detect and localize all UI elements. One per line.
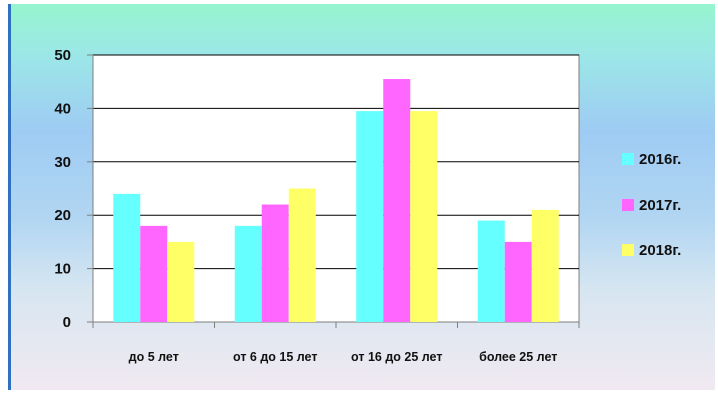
bar-2-3: [383, 79, 411, 322]
y-tick-label: 50: [54, 47, 71, 64]
legend-label-3: 2018г.: [639, 242, 681, 259]
bar-chart: 0 10 20 30 40 50 до 5 лет от 6 до 15 лет от 16 д…: [54, 47, 681, 364]
bar-3-4: [531, 209, 559, 322]
category-label: от 6 до 15 лет: [233, 350, 317, 364]
y-tick-label: 30: [54, 154, 71, 171]
bar-2-1: [140, 225, 168, 322]
category-label: до 5 лет: [129, 350, 179, 364]
bar-2-4: [504, 241, 532, 322]
bar-1-2: [234, 225, 262, 322]
y-tick-label: 20: [54, 207, 71, 224]
bar-1-1: [113, 193, 141, 322]
bar-2-2: [261, 204, 289, 322]
y-tick-label: 0: [63, 314, 71, 331]
legend-swatch-2: [622, 199, 634, 211]
legend-label-2: 2017г.: [639, 197, 681, 214]
legend-label-1: 2016г.: [639, 151, 681, 168]
legend: 2016г. 2017г. 2018г.: [622, 151, 681, 259]
category-label: от 16 до 25 лет: [351, 350, 442, 364]
bar-3-1: [167, 241, 195, 322]
chart-frame: 0 10 20 30 40 50 до 5 лет от 6 до 15 лет от 16 д…: [8, 4, 715, 390]
category-label: более 25 лет: [479, 350, 557, 364]
bar-1-3: [356, 111, 384, 322]
bar-1-4: [477, 220, 505, 322]
legend-swatch-1: [622, 153, 634, 165]
bar-3-3: [410, 111, 438, 322]
plot-area: 0 10 20 30 40 50 до 5 лет от 6 до 15 лет от 16 д…: [54, 47, 580, 364]
y-tick-label: 10: [54, 261, 71, 278]
legend-swatch-3: [622, 244, 634, 256]
y-tick-label: 40: [54, 100, 71, 117]
bar-3-2: [288, 188, 316, 322]
